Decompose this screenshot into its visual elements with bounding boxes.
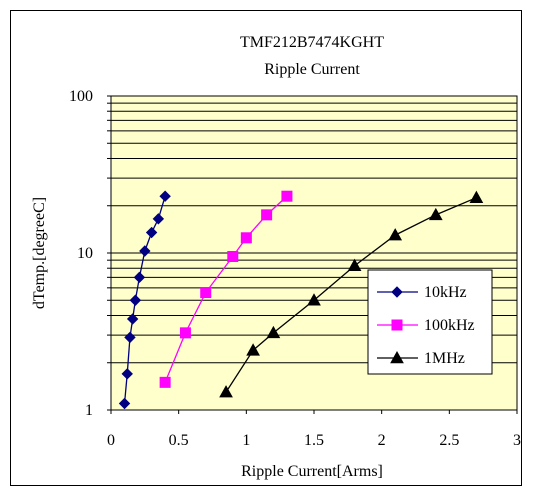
- data-point: [261, 209, 273, 221]
- data-point: [159, 190, 171, 202]
- data-point: [266, 325, 281, 339]
- chart-title: TMF212B7474KGHT: [240, 34, 384, 51]
- x-tick-label: 1: [242, 432, 250, 449]
- data-point: [139, 245, 151, 257]
- legend-label: 100kHz: [424, 317, 475, 334]
- legend-label: 10kHz: [424, 284, 467, 301]
- data-point: [469, 190, 484, 204]
- x-tick-label: 0: [107, 432, 115, 449]
- legend-marker: [391, 286, 403, 298]
- data-point: [124, 331, 136, 344]
- x-tick-label: 0.5: [169, 432, 189, 449]
- data-point: [307, 293, 321, 306]
- series-line: [123, 196, 166, 404]
- legend: 10kHz 100kHz 1MHz: [367, 269, 493, 375]
- data-point: [159, 376, 171, 388]
- x-axis-label: Ripple Current[Arms]: [241, 463, 383, 480]
- data-point: [388, 228, 403, 241]
- legend-item: 1MHz: [377, 350, 465, 367]
- legend-item: 100kHz: [377, 317, 475, 334]
- data-point: [347, 258, 362, 272]
- legend-marker: [391, 319, 403, 331]
- data-point: [428, 207, 443, 221]
- data-point: [129, 294, 142, 306]
- data-point: [118, 397, 131, 410]
- series-1MHz: [219, 190, 484, 398]
- y-tick-label: 100: [69, 88, 93, 105]
- legend-box: [367, 269, 493, 375]
- data-point: [133, 271, 146, 284]
- legend-item: 10kHz: [377, 284, 467, 301]
- y-axis-label: dTemp.[degreeC]: [31, 197, 48, 309]
- data-point: [246, 343, 260, 356]
- data-point: [126, 313, 139, 325]
- data-point: [152, 213, 165, 225]
- data-point: [240, 232, 252, 244]
- x-tick-label: 1.5: [304, 432, 324, 449]
- y-tick-label: 10: [77, 245, 93, 262]
- data-point: [121, 368, 133, 380]
- data-point: [219, 385, 233, 398]
- legend-marker: [390, 350, 404, 364]
- series-10kHz: [118, 190, 171, 410]
- x-tick-label: 3: [513, 432, 521, 449]
- series-100kHz: [159, 190, 293, 388]
- data-point: [179, 327, 191, 339]
- data-point: [227, 250, 239, 262]
- x-tick-label: 2.5: [439, 432, 459, 449]
- data-point: [200, 287, 212, 299]
- tick-labels: 0 0.5 1 1.5 2 2.5 3 1 10 100: [69, 88, 521, 449]
- legend-label: 1MHz: [424, 350, 465, 367]
- chart-subtitle: Ripple Current: [264, 61, 360, 78]
- data-point: [145, 226, 158, 239]
- data-point: [281, 190, 293, 202]
- series-line: [225, 197, 477, 393]
- x-tick-label: 2: [378, 432, 386, 449]
- series-layer: [118, 190, 484, 410]
- y-tick-label: 1: [85, 402, 93, 419]
